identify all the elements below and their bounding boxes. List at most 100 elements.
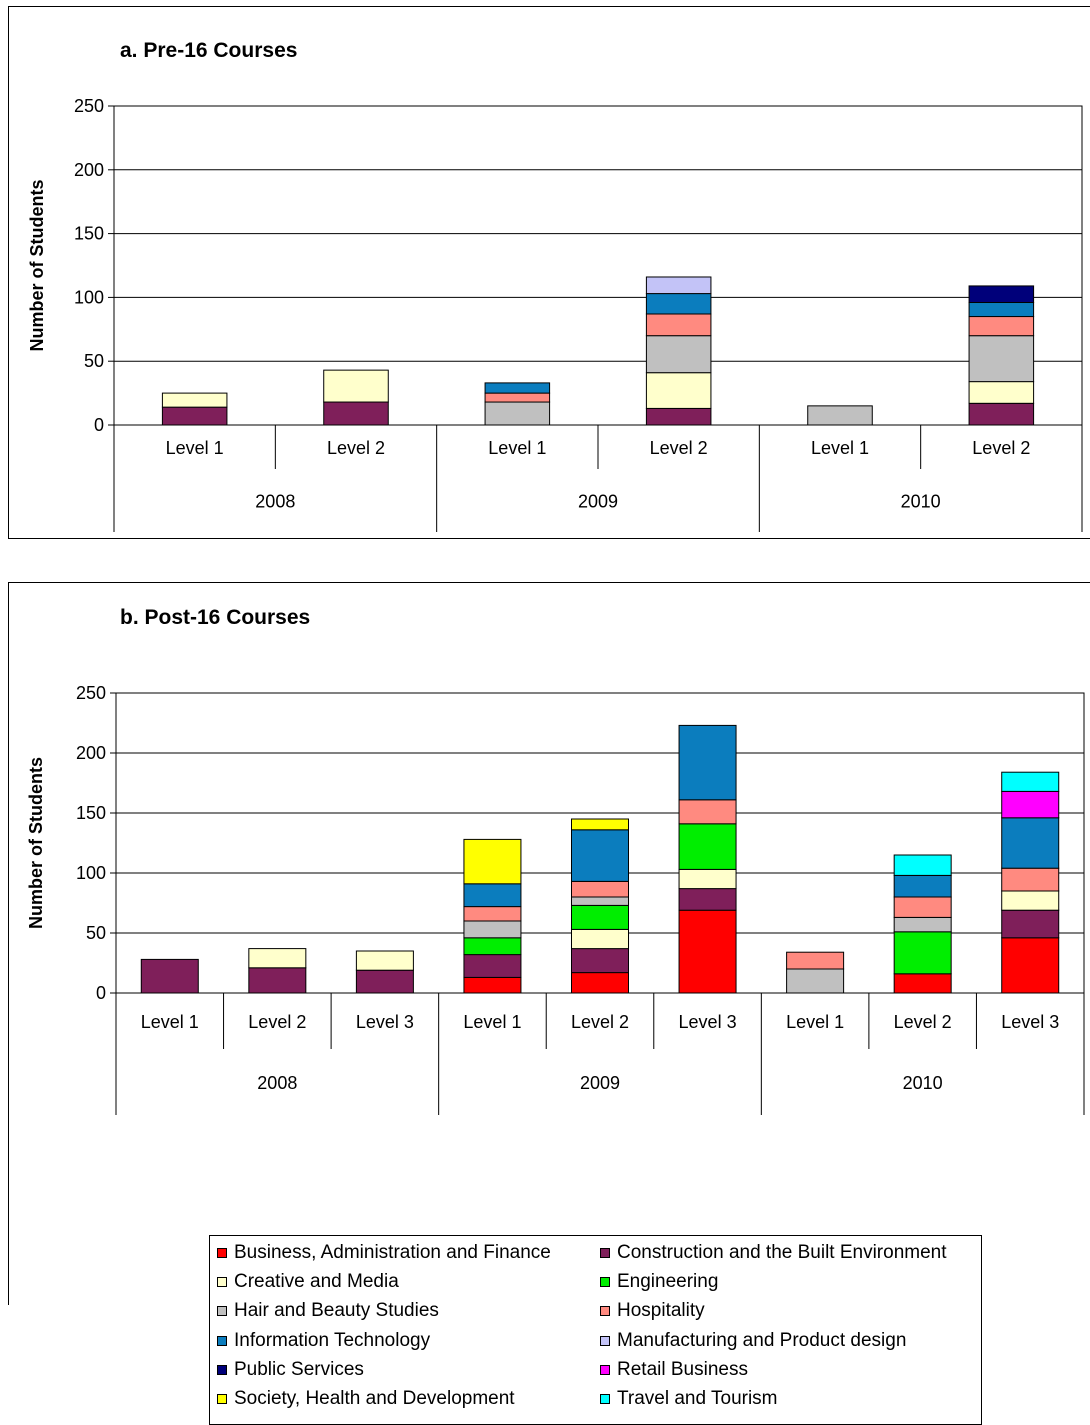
bar-segment: [968, 302, 1035, 318]
y-tick-label: 50: [86, 923, 106, 943]
bar-segment: [645, 313, 712, 337]
x-tick-label: Level 3: [679, 1012, 737, 1032]
legend-label: Public Services: [234, 1358, 364, 1380]
year-label: 2009: [580, 1073, 620, 1093]
x-tick-label: Level 3: [356, 1012, 414, 1032]
bar-segment: [570, 948, 630, 974]
bar-segment: [893, 896, 952, 918]
legend-label: Travel and Tourism: [617, 1388, 778, 1409]
year-label: 2008: [255, 492, 295, 512]
bar-segment: [786, 968, 845, 994]
legend-label: Construction and the Built Environment: [617, 1242, 947, 1263]
year-label: 2009: [578, 492, 618, 512]
bar-segment: [161, 392, 228, 408]
x-tick-label: Level 2: [972, 438, 1030, 458]
bar-segment: [570, 972, 630, 994]
year-label: 2010: [903, 1073, 943, 1093]
x-tick-label: Level 1: [488, 438, 546, 458]
bar-segment: [570, 928, 630, 950]
y-tick-label: 150: [74, 224, 104, 244]
plot-area: [113, 105, 1083, 426]
bar-segment: [893, 931, 952, 975]
legend-label: Business, Administration and Finance: [234, 1242, 551, 1263]
x-tick-label: Level 2: [894, 1012, 952, 1032]
bar-segment: [893, 854, 952, 876]
y-tick-label: 0: [96, 983, 106, 1003]
y-tick-label: 250: [76, 683, 106, 703]
legend-label: Engineering: [617, 1271, 719, 1293]
bar-segment: [570, 829, 630, 882]
bar-segment: [678, 909, 737, 994]
legend-swatch: [600, 1394, 610, 1404]
bar-segment: [463, 937, 522, 956]
y-tick-label: 100: [74, 287, 104, 307]
bar-segment: [1001, 867, 1060, 892]
bar-segment: [645, 335, 712, 374]
y-tick-label: 50: [84, 351, 104, 371]
bar-segment: [1001, 790, 1060, 819]
legend-swatch: [600, 1306, 610, 1317]
bar-segment: [893, 973, 952, 994]
x-tick-label: Level 3: [1001, 1012, 1059, 1032]
bar-segment: [968, 285, 1035, 304]
y-axis-label: Number of Students: [27, 179, 47, 351]
bar-segment: [355, 969, 414, 994]
legend-label: Manufacturing and Product design: [617, 1329, 907, 1351]
y-tick-label: 150: [76, 803, 106, 823]
bar-segment: [323, 401, 389, 426]
y-tick-label: 200: [74, 160, 104, 180]
y-tick-label: 100: [76, 863, 106, 883]
bar-segment: [893, 916, 952, 933]
bar-segment: [140, 958, 199, 994]
bar-segment: [678, 823, 737, 870]
bar-segment: [678, 888, 737, 911]
chart-panel-post16: b. Post-16 Courses 0 50 100 150 200 250 Number…: [8, 582, 1090, 1425]
bar-segment: [645, 372, 712, 409]
year-label: 2008: [257, 1073, 297, 1093]
bar-segment: [484, 401, 551, 426]
legend-swatch: [600, 1277, 610, 1288]
legend-swatch: [600, 1248, 610, 1258]
x-tick-label: Level 1: [141, 1012, 199, 1032]
x-tick-label: Level 1: [463, 1012, 521, 1032]
x-tick-label: Level 2: [650, 438, 708, 458]
x-tick-label: Level 2: [571, 1012, 629, 1032]
chart-svg-pre16: 0 50 100 150 200 250 Number of Students Level 1…: [27, 96, 1083, 532]
x-tick-label: Level 1: [166, 438, 224, 458]
legend-swatch: [217, 1248, 227, 1258]
bar-segment: [1001, 771, 1060, 792]
bar-segment: [968, 402, 1035, 426]
chart-legend: Business, Administration and Finance Cons…: [209, 1235, 982, 1425]
bar-segment: [248, 967, 307, 994]
bar-segment: [463, 976, 522, 994]
bar-segment: [678, 799, 737, 825]
chart-svg-post16: 0 50 100 150 200 250 Number of Students Level 1…: [26, 683, 1085, 1115]
bar-segment: [248, 948, 307, 969]
legend-swatch: [600, 1364, 610, 1375]
bar-segment: [968, 316, 1035, 337]
chart-title: a. Pre-16 Courses: [120, 39, 298, 62]
bar-segment: [570, 904, 630, 930]
bar-segment: [570, 896, 630, 906]
legend-label: Retail Business: [617, 1358, 748, 1380]
legend-label: Information Technology: [234, 1329, 431, 1351]
bar-segment: [463, 883, 522, 908]
bar-segment: [161, 406, 228, 426]
legend-swatch: [217, 1277, 227, 1288]
legend-label: Hair and Beauty Studies: [234, 1300, 439, 1322]
bar-segment: [893, 874, 952, 898]
bar-segment: [484, 382, 551, 394]
legend-label: Hospitality: [617, 1300, 705, 1322]
bar-segment: [463, 838, 522, 885]
legend-swatch: [217, 1394, 227, 1404]
legend-label: Society, Health and Development: [234, 1388, 515, 1409]
bar-segment: [1001, 890, 1060, 911]
legend-label: Creative and Media: [234, 1271, 399, 1293]
legend-swatch: [217, 1306, 227, 1317]
bar-segment: [570, 818, 630, 831]
bar-segment: [678, 724, 737, 801]
bar-segment: [463, 920, 522, 939]
year-label: 2010: [901, 492, 941, 512]
legend-swatch: [217, 1364, 227, 1375]
bar-segment: [323, 369, 389, 403]
